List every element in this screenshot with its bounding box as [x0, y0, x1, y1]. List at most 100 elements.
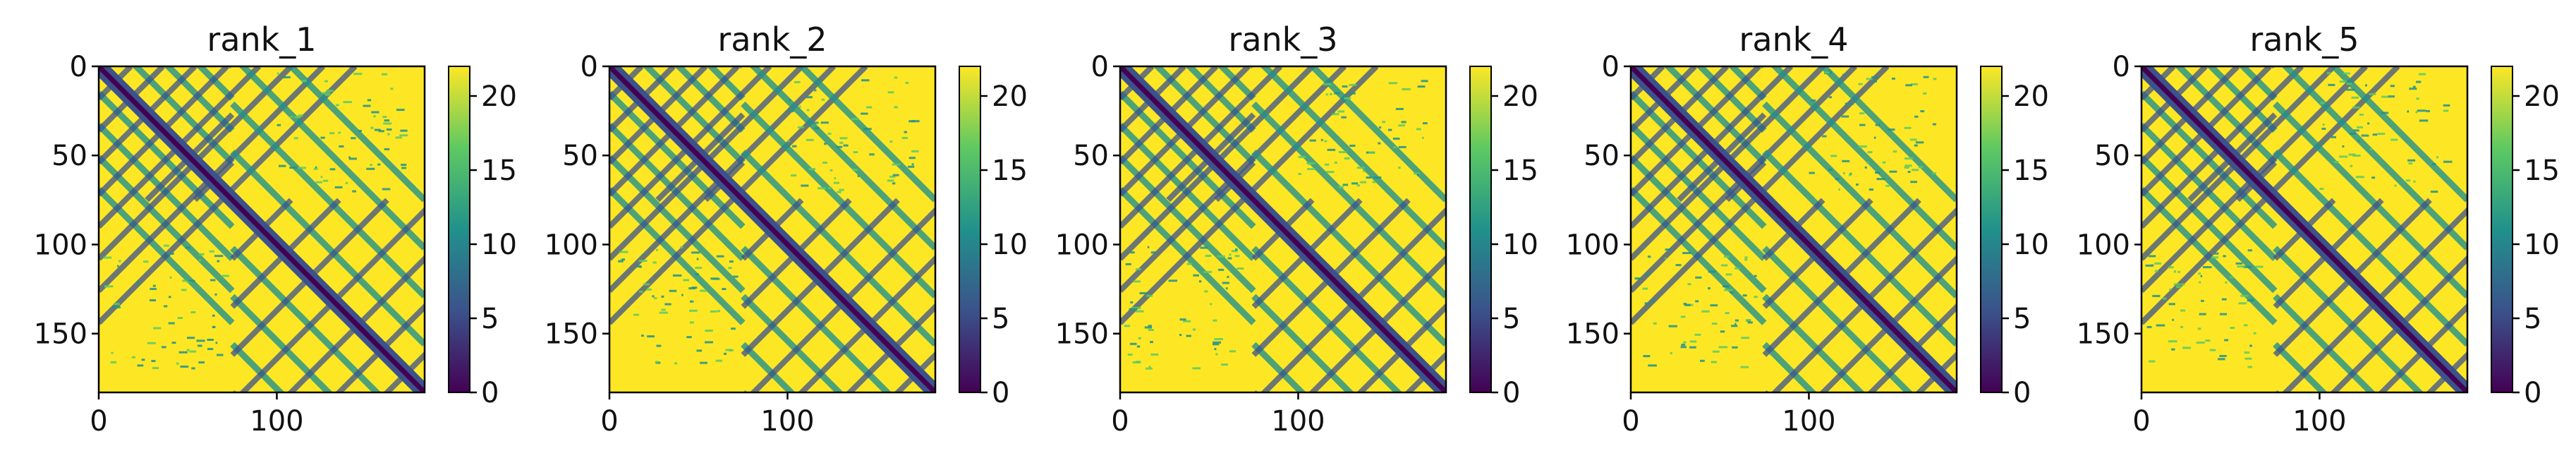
contact-speckle — [669, 289, 677, 292]
contact-speckle — [705, 329, 713, 332]
contact-speckle — [1745, 319, 1751, 322]
contact-band — [230, 149, 425, 347]
contact-band — [741, 101, 935, 299]
contact-speckle — [386, 128, 392, 131]
contact-speckle — [798, 105, 801, 108]
contact-speckle — [1326, 171, 1335, 174]
colorbar-tick-label: 0 — [2013, 377, 2031, 409]
contact-speckle — [1681, 344, 1686, 347]
contact-speckle — [633, 313, 640, 316]
contact-speckle — [2163, 297, 2167, 300]
contact-speckle — [1138, 337, 1141, 339]
contact-speckle — [2145, 264, 2153, 267]
contact-speckle — [1855, 183, 1859, 186]
contact-speckle — [683, 279, 689, 282]
contact-speckle — [1734, 267, 1740, 270]
contact-speckle — [161, 346, 166, 349]
contact-speckle — [348, 157, 357, 160]
contact-speckle — [136, 282, 140, 285]
contact-speckle — [655, 248, 658, 251]
x-tick-label: 0 — [1111, 405, 1129, 438]
contact-speckle — [704, 341, 713, 344]
contact-speckle — [2431, 163, 2436, 166]
contact-speckle — [167, 252, 174, 255]
contact-speckle — [1323, 83, 1332, 85]
contact-band — [230, 294, 334, 392]
panel-title: rank_4 — [1739, 20, 1848, 59]
contact-speckle — [1689, 346, 1696, 349]
contact-speckle — [1695, 276, 1702, 279]
contact-speckle — [197, 344, 202, 347]
x-tick-label: 0 — [2132, 405, 2150, 438]
contact-speckle — [384, 119, 390, 122]
axes-frame — [2140, 65, 2469, 394]
contact-speckle — [1647, 255, 1651, 258]
contact-speckle — [2238, 302, 2247, 305]
contact-speckle — [2351, 96, 2359, 99]
contact-band — [2281, 66, 2467, 251]
contact-speckle — [2339, 155, 2348, 158]
contact-speckle — [794, 80, 801, 83]
contact-speckle — [861, 79, 870, 82]
contact-speckle — [112, 306, 121, 308]
colorbar-tick-label: 15 — [2524, 155, 2560, 187]
contact-speckle — [2148, 255, 2156, 258]
contact-speckle — [320, 176, 323, 179]
contact-speckle — [2243, 324, 2248, 327]
contact-speckle — [1918, 166, 1924, 169]
y-tick-label: 50 — [1584, 140, 1620, 172]
contact-speckle — [2388, 95, 2395, 98]
contact-speckle — [1145, 367, 1153, 370]
contact-speckle — [907, 165, 915, 168]
y-tick-label: 150 — [545, 318, 598, 351]
contact-speckle — [866, 106, 873, 109]
contact-speckle — [2443, 104, 2450, 107]
contact-speckle — [2201, 299, 2204, 302]
panel-rank_3: rank_3 0 50 100 150 0 100 0 5 10 15 20 — [1055, 20, 1538, 438]
contact-speckle — [1866, 161, 1869, 164]
contact-speckle — [297, 167, 307, 169]
contact-band — [1308, 66, 1446, 203]
contact-speckle — [1885, 184, 1890, 187]
contact-speckle — [1933, 78, 1937, 80]
contact-speckle — [2409, 88, 2417, 90]
contact-speckle — [1168, 279, 1178, 282]
contact-speckle — [152, 366, 159, 370]
colorbar-tick-label: 5 — [2013, 303, 2031, 335]
contact-speckle — [827, 132, 832, 135]
contact-speckle — [710, 310, 717, 313]
contact-band — [2273, 294, 2376, 392]
axes-frame — [1629, 65, 1958, 394]
axes-frame — [608, 65, 937, 394]
contact-speckle — [2176, 285, 2181, 289]
contact-speckle — [185, 246, 191, 249]
contact-speckle — [1912, 169, 1919, 172]
y-tick-label: 50 — [2094, 140, 2130, 172]
contact-speckle — [1237, 267, 1244, 270]
contact-speckle — [2211, 256, 2219, 259]
colorbar-tick-label: 0 — [481, 377, 499, 409]
contact-speckle — [2443, 160, 2453, 163]
contact-speckle — [1135, 310, 1144, 313]
contact-speckle — [1129, 342, 1137, 345]
contact-speckle — [1401, 121, 1407, 124]
y-tick-label: 0 — [70, 51, 87, 83]
contact-speckle — [2326, 72, 2331, 75]
contact-speckle — [1923, 76, 1929, 78]
x-tick-label: 100 — [1271, 405, 1325, 438]
contact-speckle — [2407, 110, 2410, 113]
contact-speckle — [1332, 113, 1339, 116]
contact-band — [1696, 66, 1767, 133]
contact-speckle — [1830, 155, 1837, 157]
colorbar-tick-label: 20 — [1502, 80, 1538, 113]
contact-speckle — [787, 140, 790, 143]
contact-speckle — [2352, 106, 2360, 109]
contact-speckle — [1842, 73, 1845, 76]
contact-speckle — [187, 337, 195, 339]
contact-speckle — [1665, 257, 1667, 260]
contact-speckle — [1634, 277, 1643, 280]
contact-speckle — [1699, 359, 1705, 362]
colorbar — [2491, 66, 2513, 393]
contact-speckle — [1675, 264, 1682, 267]
interdomain-contacts — [618, 76, 920, 365]
